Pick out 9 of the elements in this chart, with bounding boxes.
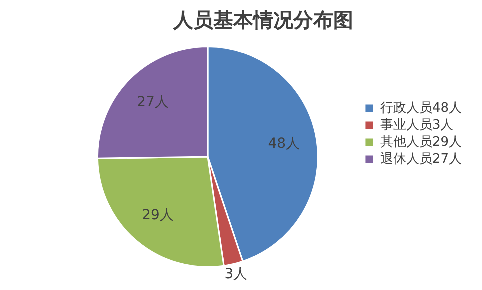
legend-label: 事业人员3人 [380, 118, 454, 133]
legend-label: 其他人员29人 [380, 134, 462, 150]
data-label: 48人 [268, 136, 300, 152]
legend-label: 退休人员27人 [380, 152, 462, 167]
legend-label: 行政人员48人 [380, 100, 462, 116]
data-label: 3人 [224, 266, 248, 283]
chart-title: 人员基本情况分布图 [172, 8, 354, 32]
data-label: 29人 [142, 207, 174, 224]
data-label: 27人 [137, 94, 169, 110]
